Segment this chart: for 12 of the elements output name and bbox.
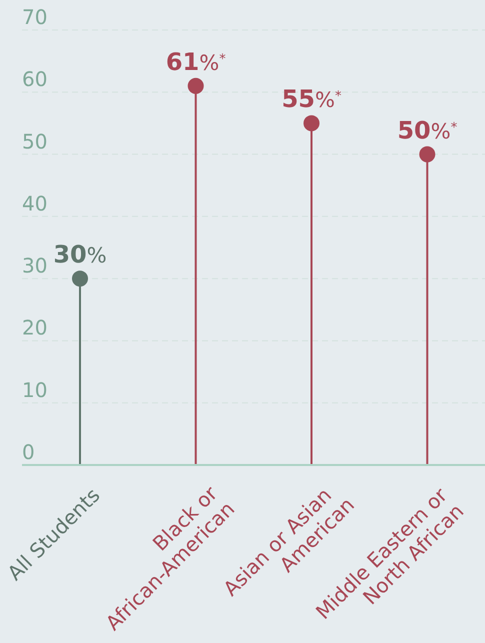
y-tick-label: 60: [22, 67, 48, 92]
y-tick-label: 30: [22, 254, 48, 278]
data-label: 55%$^{*}$: [282, 85, 342, 114]
y-tick-label: 50: [22, 129, 48, 154]
y-tick-label: 0: [22, 440, 35, 464]
data-label: 30%: [53, 240, 107, 269]
data-label: 61%$^{*}$: [166, 48, 226, 76]
y-tick-label: 40: [22, 191, 48, 216]
y-tick-label: 70: [22, 5, 48, 29]
data-label: 50%$^{*}$: [397, 116, 458, 144]
y-tick-label: 10: [22, 378, 48, 402]
y-tick-label: 20: [22, 316, 48, 340]
